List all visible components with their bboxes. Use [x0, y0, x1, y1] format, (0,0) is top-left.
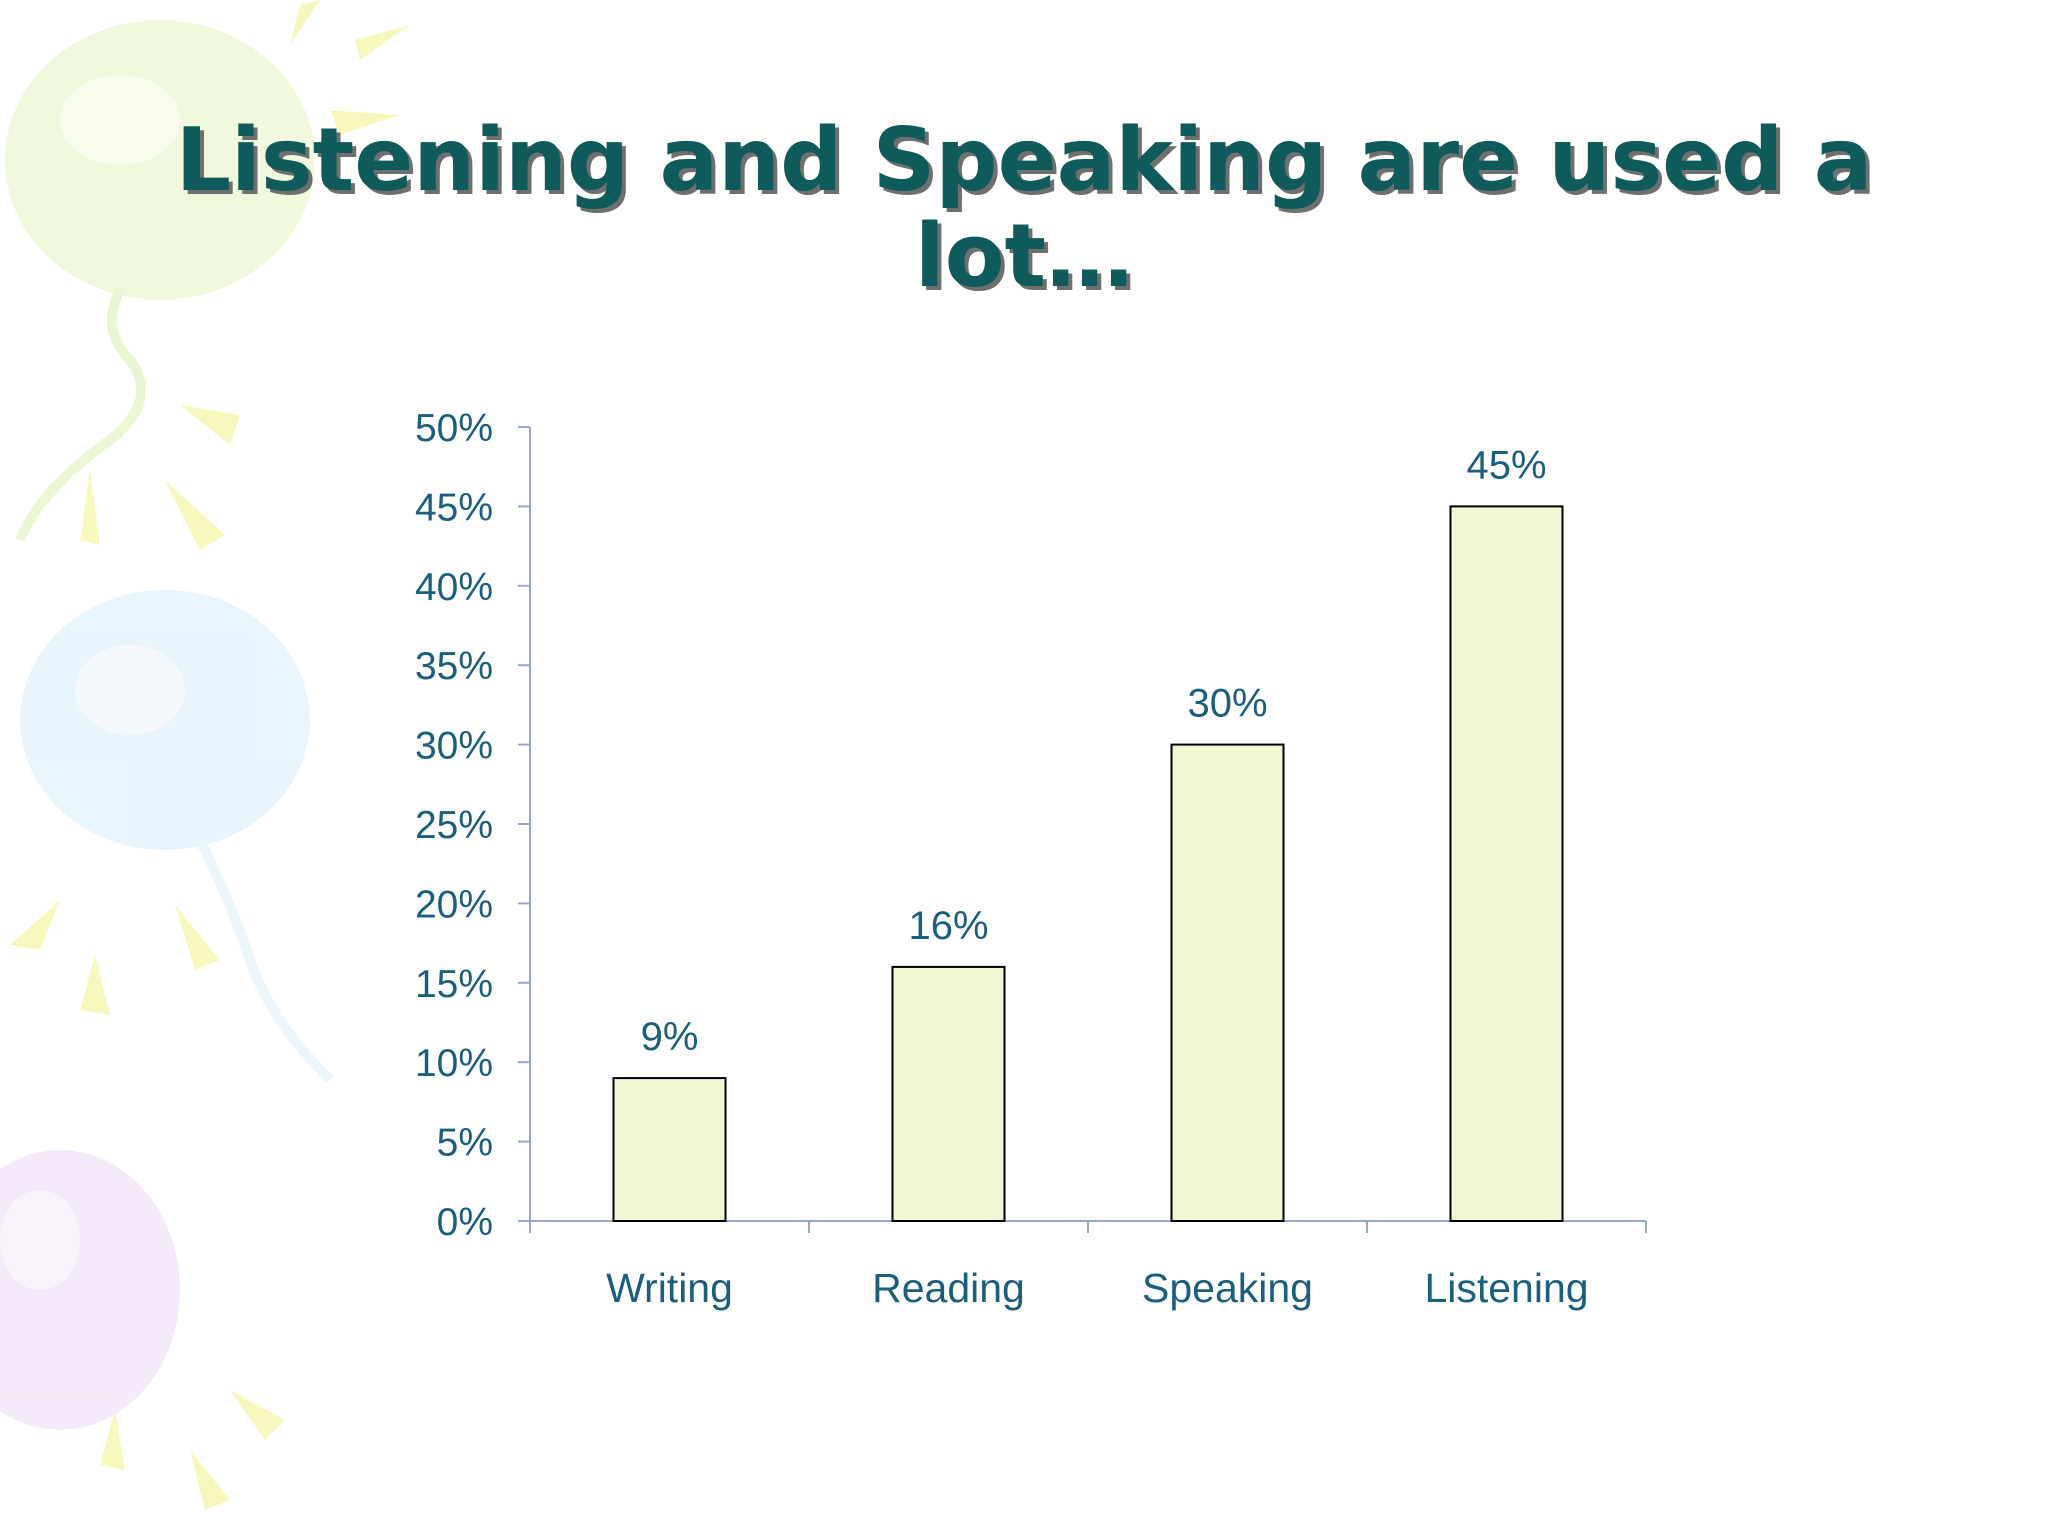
category-label-writing: Writing: [606, 1265, 733, 1311]
sunburst-rays-icon: [10, 0, 410, 1510]
y-tick-label: 45%: [415, 486, 493, 529]
y-tick-label: 30%: [415, 725, 493, 768]
data-label-speaking: 30%: [1187, 682, 1267, 726]
y-tick-label: 35%: [415, 645, 493, 688]
y-tick-label: 10%: [415, 1042, 493, 1085]
category-label-reading: Reading: [872, 1265, 1025, 1311]
category-label-listening: Listening: [1424, 1265, 1588, 1311]
purple-balloon-icon: [0, 1150, 180, 1430]
y-tick-label: 20%: [415, 883, 493, 926]
green-balloon-icon: [5, 20, 315, 542]
data-label-reading: 16%: [908, 904, 988, 948]
y-axis-ticks: 0% 5% 10% 15% 20% 25% 30% 35% 40% 45% 50%: [415, 407, 1647, 1244]
y-tick-label: 40%: [415, 566, 493, 609]
bar-reading: [891, 965, 1006, 1222]
y-tick-label: 50%: [415, 407, 493, 450]
y-tick-label: 0%: [437, 1201, 493, 1244]
data-label-writing: 9%: [641, 1015, 699, 1059]
bar-writing: [612, 1077, 727, 1222]
y-tick-label: 15%: [415, 963, 493, 1006]
blue-balloon-icon: [20, 590, 334, 1084]
bar-listening: [1449, 505, 1564, 1222]
chart-bars: [612, 505, 1564, 1222]
chart-labels: 9% Writing 16% Reading 30% Speaking 45% Listeni…: [606, 443, 1588, 1311]
bar-speaking: [1170, 743, 1285, 1222]
slide-title: Listening and Speaking are used a lot…: [175, 109, 1873, 307]
data-label-listening: 45%: [1466, 443, 1546, 487]
category-label-speaking: Speaking: [1142, 1265, 1313, 1311]
y-tick-label: 5%: [437, 1122, 493, 1165]
y-tick-label: 25%: [415, 804, 493, 847]
